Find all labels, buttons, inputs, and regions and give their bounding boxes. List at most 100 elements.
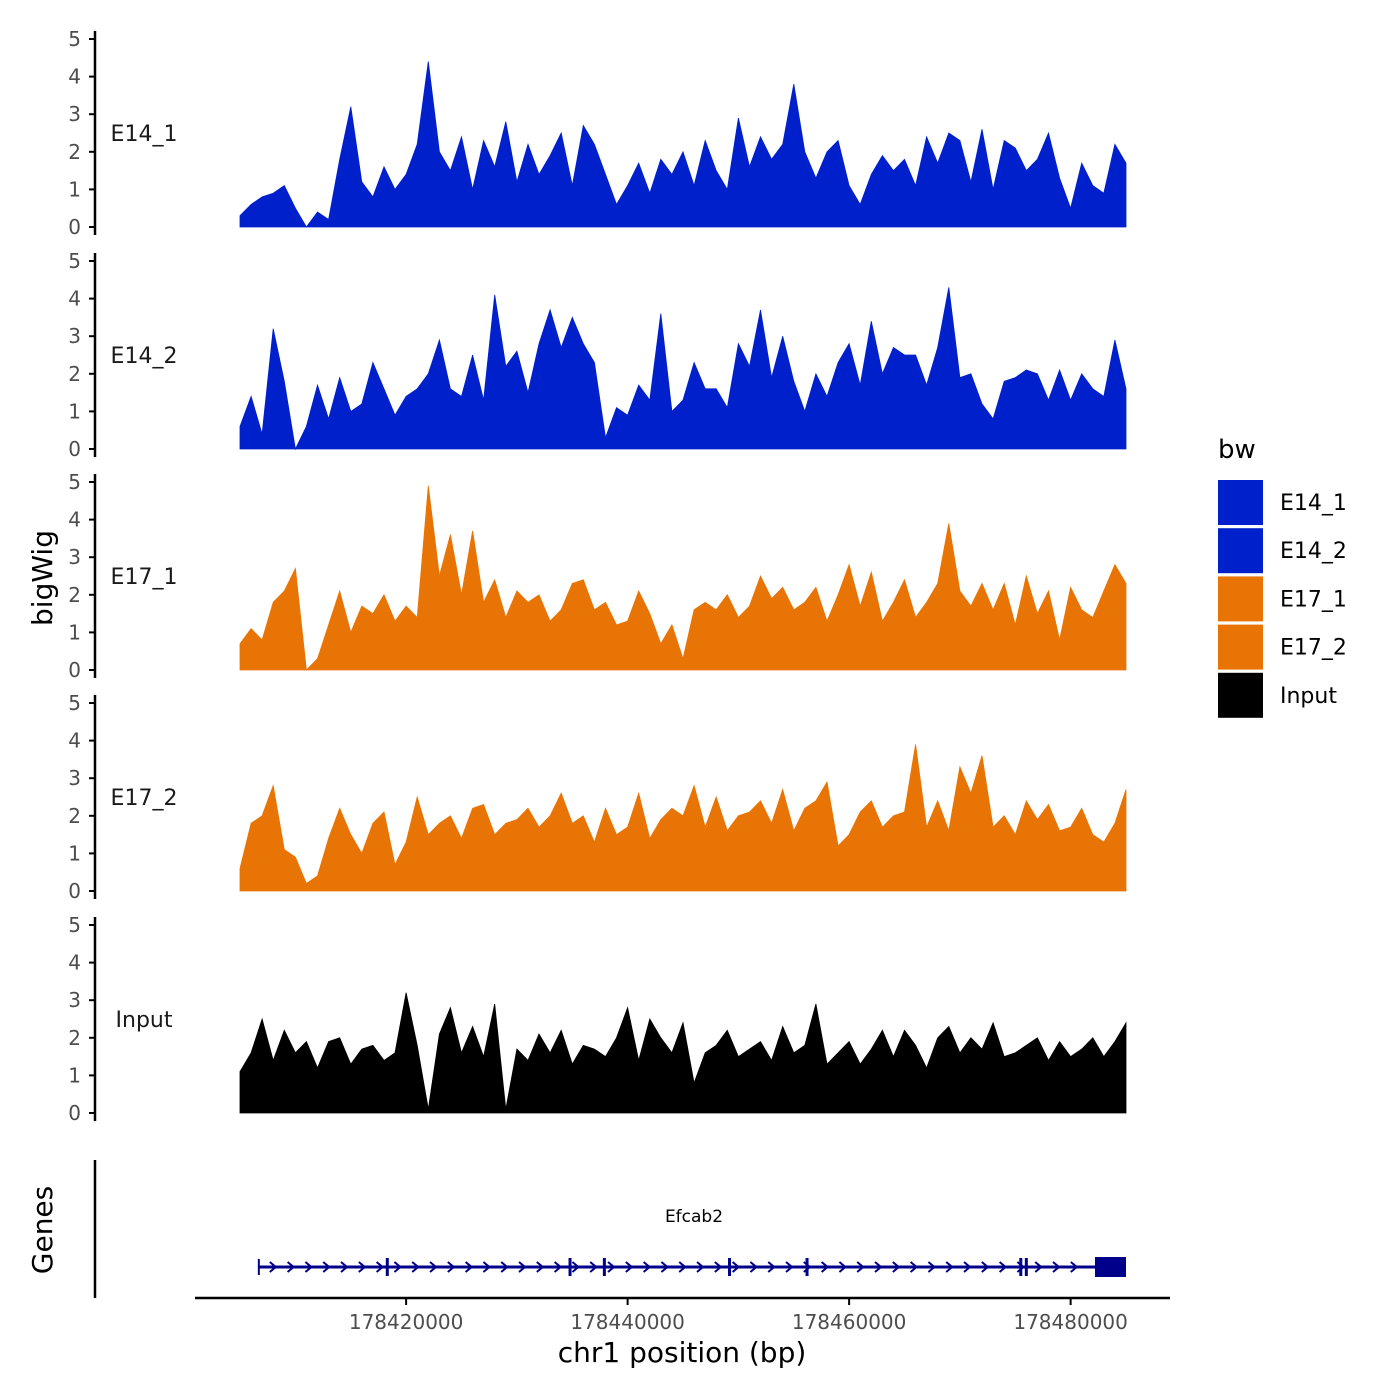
strand-arrow: [393, 1261, 402, 1273]
strand-arrow: [536, 1261, 545, 1273]
strand-arrow: [1070, 1261, 1079, 1273]
strand-arrow: [375, 1261, 385, 1273]
strand-arrow: [856, 1261, 865, 1273]
legend-key-e14-2: [1218, 528, 1263, 574]
strand-arrow: [411, 1261, 420, 1273]
gene-exon: [805, 1258, 809, 1276]
strand-arrow: [909, 1261, 919, 1273]
y-tick-label: 3: [68, 988, 81, 1012]
y-tick-label: 0: [68, 658, 81, 682]
panel-label: E17_2: [111, 786, 178, 811]
strand-arrow: [429, 1261, 438, 1273]
y-tick-label: 3: [68, 102, 81, 126]
strand-arrow: [358, 1261, 367, 1273]
strand-arrow: [286, 1261, 296, 1273]
strand-arrow: [625, 1261, 634, 1273]
y-tick-label: 0: [68, 437, 81, 461]
strand-arrow: [696, 1261, 705, 1273]
legend-key-e14-1: [1218, 480, 1263, 525]
y-tick-label: 5: [68, 470, 81, 494]
strand-arrow: [874, 1261, 883, 1273]
y-tick-label: 2: [68, 140, 81, 164]
x-tick-label: 178420000: [349, 1310, 464, 1334]
gene-exon: [1024, 1258, 1028, 1276]
panel-label: Input: [116, 1008, 173, 1033]
strand-arrow: [749, 1261, 758, 1273]
y-tick-label: 3: [68, 324, 81, 348]
strand-arrow: [553, 1261, 563, 1273]
strand-arrow: [482, 1261, 491, 1273]
strand-arrow: [678, 1261, 687, 1273]
series-area-e17-2: [239, 744, 1127, 892]
strand-arrow: [981, 1261, 990, 1273]
x-tick-label: 178480000: [1013, 1310, 1128, 1334]
strand-arrow: [518, 1261, 527, 1273]
y-tick-label: 5: [68, 913, 81, 937]
y-tick-label: 5: [68, 27, 81, 51]
y-tick-label: 2: [68, 362, 81, 386]
strand-arrow: [1052, 1261, 1061, 1273]
y-tick-label: 0: [68, 1101, 81, 1125]
series-area-input: [239, 992, 1127, 1114]
y-tick-label: 1: [68, 1063, 81, 1087]
strand-arrow: [714, 1261, 723, 1273]
genes-track-title: Genes: [26, 1186, 59, 1274]
panel-e14-2: 0 1 2 3 4 5 E14_2: [68, 249, 1127, 461]
y-tick-label: 0: [68, 215, 81, 239]
y-axis-title: bigWig: [26, 530, 59, 626]
y-tick-label: 5: [68, 691, 81, 715]
legend-key-e17-1: [1218, 576, 1263, 622]
legend-label: E17_1: [1280, 587, 1347, 612]
strand-arrow: [571, 1261, 580, 1273]
gene-exon: [728, 1258, 732, 1276]
y-tick-label: 4: [68, 951, 81, 975]
strand-arrow: [607, 1261, 616, 1273]
legend-key-e17-2: [1218, 624, 1263, 670]
legend-title: bw: [1218, 435, 1256, 465]
y-tick-label: 4: [68, 287, 81, 311]
y-tick-label: 5: [68, 249, 81, 273]
strand-arrow: [820, 1261, 830, 1273]
panel-input: 0 1 2 3 4 5 Input: [68, 913, 1127, 1125]
strand-arrow: [785, 1261, 794, 1273]
x-tick-label: 178460000: [792, 1310, 907, 1334]
gene-exon: [568, 1258, 572, 1276]
x-tick-label: 178440000: [570, 1310, 685, 1334]
panel-e17-1: 0 1 2 3 4 5 E17_1: [68, 470, 1127, 682]
strand-arrow: [304, 1261, 313, 1273]
gene-exon: [385, 1258, 389, 1276]
y-tick-label: 4: [68, 65, 81, 89]
x-axis-title: chr1 position (bp): [558, 1336, 807, 1369]
series-area-e17-1: [239, 485, 1127, 671]
series-area-e14-2: [239, 287, 1127, 451]
panel-label: E14_1: [111, 122, 178, 147]
strand-arrow: [322, 1261, 331, 1273]
y-tick-label: 2: [68, 583, 81, 607]
strand-arrow: [838, 1261, 847, 1273]
strand-arrow: [447, 1261, 456, 1273]
strand-arrow: [927, 1261, 936, 1273]
series-area-e14-1: [239, 61, 1127, 228]
panel-e17-2: 0 1 2 3 4 5 E17_2: [68, 691, 1127, 903]
legend-label: Input: [1280, 684, 1337, 709]
y-tick-label: 1: [68, 620, 81, 644]
legend: bw E14_1 E14_2 E17_1 E17_2 Input: [1218, 435, 1347, 718]
y-tick-label: 4: [68, 508, 81, 532]
y-tick-label: 1: [68, 177, 81, 201]
y-tick-label: 3: [68, 545, 81, 569]
legend-label: E14_1: [1280, 491, 1347, 516]
gene-exon: [1019, 1258, 1023, 1276]
y-tick-label: 4: [68, 729, 81, 753]
gene-terminal-exon: [1094, 1257, 1126, 1277]
strand-arrow: [589, 1261, 598, 1273]
panel-label: E17_1: [111, 565, 178, 590]
legend-label: E17_2: [1280, 636, 1347, 661]
strand-arrow: [1034, 1261, 1043, 1273]
legend-key-input: [1218, 672, 1263, 718]
x-axis: 178420000 178440000 178460000 178480000: [195, 1296, 1170, 1334]
y-tick-label: 2: [68, 804, 81, 828]
track-panels: 0 1 2 3 4 5 E14_1 0 1 2 3 4 5 E14_2 0 1 2 3 4 5 E17_1 0 1 2 3 4 5 E…: [68, 27, 1127, 1125]
legend-label: E14_2: [1280, 539, 1347, 564]
strand-arrow: [500, 1261, 509, 1273]
